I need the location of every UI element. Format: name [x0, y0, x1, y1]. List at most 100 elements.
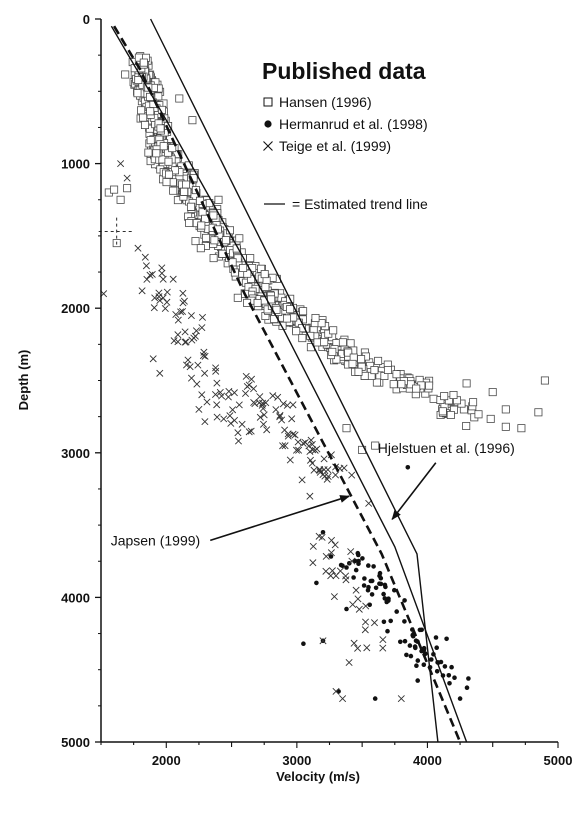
teige-point	[263, 426, 271, 434]
hermanrud-point	[402, 619, 407, 624]
hermanrud-point	[352, 558, 358, 564]
hansen-point	[486, 414, 495, 423]
hansen-point	[235, 234, 244, 243]
hermanrud-point	[353, 567, 359, 573]
hansen-point	[313, 338, 322, 347]
hermanrud-point	[442, 664, 448, 669]
teige-point	[354, 644, 362, 652]
teige-point	[186, 363, 194, 371]
teige-point	[142, 262, 150, 270]
y-tick-label: 2000	[61, 301, 90, 316]
hansen-point	[332, 355, 341, 364]
teige-point	[241, 389, 250, 398]
teige-point	[281, 442, 289, 450]
teige-point	[179, 299, 187, 307]
hansen-point	[517, 424, 526, 433]
teige-point	[182, 361, 191, 369]
trend-line-dashed	[112, 25, 462, 743]
hermanrud-point	[457, 696, 463, 701]
teige-point	[193, 380, 201, 388]
x-tick-label: 4000	[413, 753, 442, 768]
teige-point	[213, 401, 221, 409]
hermanrud-point	[447, 681, 452, 686]
teige-point	[159, 275, 167, 283]
hansen-point	[389, 380, 398, 389]
x-tick-label: 3000	[282, 753, 311, 768]
y-tick-label: 0	[83, 12, 90, 27]
hermanrud-point	[366, 563, 371, 568]
teige-point	[201, 352, 209, 360]
hansen-point	[354, 367, 363, 376]
hermanrud-point	[413, 645, 418, 651]
teige-point	[146, 271, 154, 279]
hansen-point	[201, 233, 210, 242]
teige-point	[370, 619, 379, 627]
teige-point	[187, 312, 195, 320]
hermanrud-point	[434, 645, 440, 650]
teige-point	[158, 269, 166, 277]
teige-point	[276, 413, 284, 421]
x-axis-label: Velocity (m/s)	[276, 769, 360, 784]
hermanrud-point	[415, 678, 421, 683]
hansen-point	[488, 388, 497, 397]
hansen-point	[164, 157, 173, 166]
hansen-point	[196, 244, 205, 253]
teige-point	[306, 492, 314, 500]
teige-point	[179, 289, 187, 297]
hermanrud-point	[362, 576, 367, 581]
hermanrud-point	[361, 583, 367, 588]
teige-point	[123, 174, 131, 182]
hansen-point	[162, 178, 171, 187]
hansen-point	[191, 237, 200, 246]
hermanrud-point	[394, 609, 400, 614]
teige-point	[200, 348, 208, 356]
teige-point	[178, 307, 187, 316]
teige-point	[194, 361, 202, 369]
teige-point	[309, 542, 317, 550]
teige-point	[259, 404, 267, 413]
hansen-point	[116, 195, 125, 204]
teige-point	[284, 430, 292, 438]
hansen-point	[298, 334, 307, 343]
teige-point	[283, 401, 291, 409]
teige-point	[349, 600, 357, 609]
teige-point	[148, 270, 156, 278]
teige-point	[295, 446, 303, 454]
teige-point	[181, 328, 189, 336]
x-ticks: 2000 3000 4000 5000	[100, 742, 572, 768]
teige-point	[345, 658, 353, 667]
hermanrud-point	[446, 673, 452, 678]
teige-point	[350, 639, 358, 647]
teige-point	[201, 369, 209, 377]
hermanrud-point	[415, 658, 421, 663]
teige-point	[361, 626, 369, 634]
teige-point	[397, 695, 405, 703]
teige-point	[235, 401, 243, 409]
teige-point	[177, 308, 185, 316]
teige-point	[288, 415, 296, 423]
teige-point	[250, 398, 258, 407]
hermanrud-point	[421, 645, 427, 651]
hermanrud-point	[356, 561, 361, 566]
teige-point	[292, 446, 301, 454]
hansen-point	[474, 410, 483, 419]
teige-point	[234, 429, 242, 437]
hansen-point	[328, 347, 337, 356]
hansen-point	[181, 180, 190, 189]
legend-label-trend: = Estimated trend line	[292, 196, 428, 212]
legend-label-teige: Teige et al. (1999)	[279, 138, 391, 154]
hermanrud-point	[372, 696, 378, 701]
hansen-point	[412, 384, 421, 393]
teige-point	[172, 310, 180, 319]
legend-entry-hansen: Hansen (1996)	[263, 94, 372, 110]
teige-point	[155, 289, 163, 297]
hermanrud-point	[369, 592, 375, 597]
hansen-point	[360, 371, 369, 380]
teige-point	[305, 442, 313, 450]
hermanrud-point	[402, 638, 408, 644]
hansen-point	[292, 327, 301, 336]
hansen-point	[156, 124, 165, 133]
axes: 0 1000 2000 3000 4000 5000 2000 3000 4000 5000 D…	[16, 12, 572, 784]
hermanrud-point	[368, 578, 374, 584]
teige-point	[213, 379, 221, 387]
